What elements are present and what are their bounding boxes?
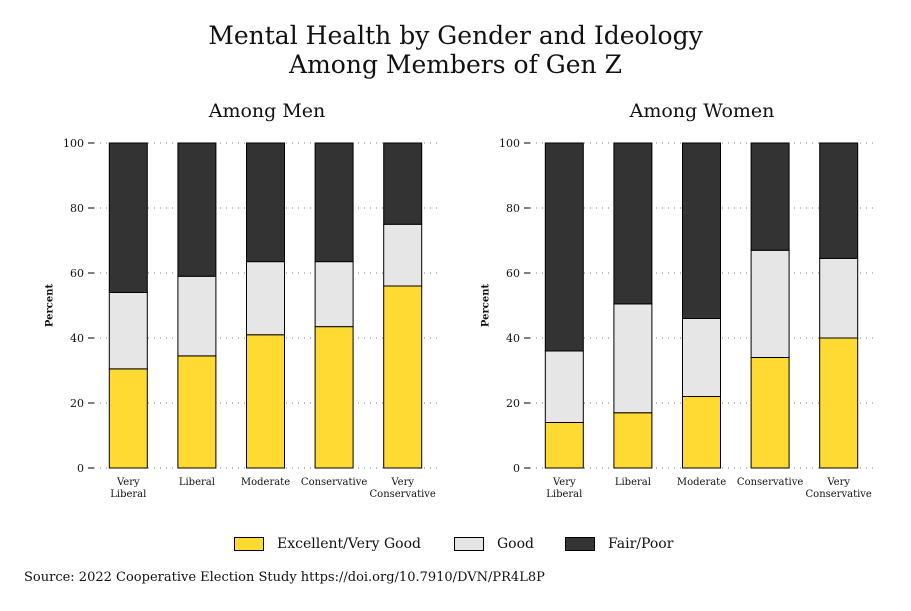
bar-women-fair	[613, 142, 653, 305]
x-tick-label-men: Conservative	[301, 477, 367, 488]
source-note: Source: 2022 Cooperative Election Study …	[24, 570, 545, 585]
y-tick-label-men: 80	[70, 202, 84, 215]
y-tick-label-women: 80	[506, 202, 520, 215]
bar-men-fair	[108, 142, 148, 293]
bar-men-fair	[314, 142, 354, 263]
legend-label-good: Good	[497, 536, 535, 552]
y-tick-label-women: 0	[513, 462, 520, 475]
bar-men-fair	[177, 142, 217, 277]
y-tick-label-men: 40	[70, 332, 84, 345]
x-tick-label-men: Liberal	[110, 489, 146, 500]
y-tick-label-men: 60	[70, 267, 84, 280]
chart-title-line-1: Mental Health by Gender and Ideology	[208, 21, 703, 50]
bar-women-excellent	[750, 357, 790, 469]
panel-title-women: Among Women	[629, 100, 775, 122]
bar-women-good	[613, 303, 653, 414]
y-tick-label-women: 60	[506, 267, 520, 280]
bar-women-good	[544, 350, 584, 423]
x-tick-label-women: Liberal	[546, 489, 582, 500]
legend-item-fair: Fair/Poor	[565, 534, 673, 554]
y-tick-label-men: 100	[63, 137, 84, 150]
bar-women-fair	[544, 142, 584, 352]
bar-women-excellent	[682, 396, 721, 469]
bar-men-good	[108, 292, 148, 370]
bar-men-excellent	[246, 334, 285, 469]
y-tick-label-men: 20	[70, 397, 84, 410]
bar-men-good	[383, 223, 423, 287]
bar-women-fair	[682, 142, 721, 319]
bar-men-excellent	[314, 326, 354, 469]
y-tick-label-men: 0	[77, 462, 84, 475]
bar-men-good	[177, 275, 217, 357]
legend-label-excellent: Excellent/Very Good	[277, 536, 422, 552]
legend: Excellent/Very Good Good Fair/Poor	[0, 534, 911, 554]
x-tick-label-women: Very	[552, 477, 576, 488]
legend-item-good: Good	[454, 534, 534, 554]
y-tick-label-women: 100	[499, 137, 520, 150]
bar-women-good	[819, 257, 859, 339]
x-tick-label-women: Very	[826, 477, 850, 488]
bar-women-excellent	[544, 422, 584, 469]
legend-swatch-fair	[565, 537, 595, 551]
legend-swatch-good	[454, 537, 484, 551]
bar-women-fair	[750, 142, 790, 251]
bar-women-good	[750, 249, 790, 358]
x-tick-label-women: Liberal	[615, 477, 651, 488]
x-tick-label-men: Liberal	[179, 477, 215, 488]
x-tick-label-women: Conservative	[806, 489, 872, 500]
bar-men-fair	[246, 142, 285, 263]
bar-men-excellent	[383, 285, 423, 469]
legend-item-excellent: Excellent/Very Good	[234, 534, 421, 554]
bar-women-excellent	[819, 337, 859, 469]
bar-men-good	[314, 261, 354, 328]
panel-title-men: Among Men	[208, 100, 326, 122]
bar-men-excellent	[108, 368, 148, 469]
x-tick-label-men: Conservative	[370, 489, 436, 500]
x-tick-label-men: Moderate	[241, 477, 290, 488]
bar-men-excellent	[177, 355, 217, 469]
legend-label-fair: Fair/Poor	[608, 536, 674, 552]
legend-swatch-excellent	[234, 537, 264, 551]
x-tick-label-women: Moderate	[677, 477, 726, 488]
y-tick-label-women: 40	[506, 332, 520, 345]
x-tick-label-men: Very	[116, 477, 140, 488]
bar-men-good	[246, 261, 285, 336]
x-tick-label-men: Very	[390, 477, 414, 488]
chart-title-line-2: Among Members of Gen Z	[289, 50, 622, 79]
y-tick-label-women: 20	[506, 397, 520, 410]
bar-men-fair	[383, 142, 423, 225]
bar-women-excellent	[613, 412, 653, 469]
x-tick-label-women: Conservative	[737, 477, 803, 488]
bar-women-fair	[819, 142, 859, 259]
bar-women-good	[682, 318, 721, 397]
